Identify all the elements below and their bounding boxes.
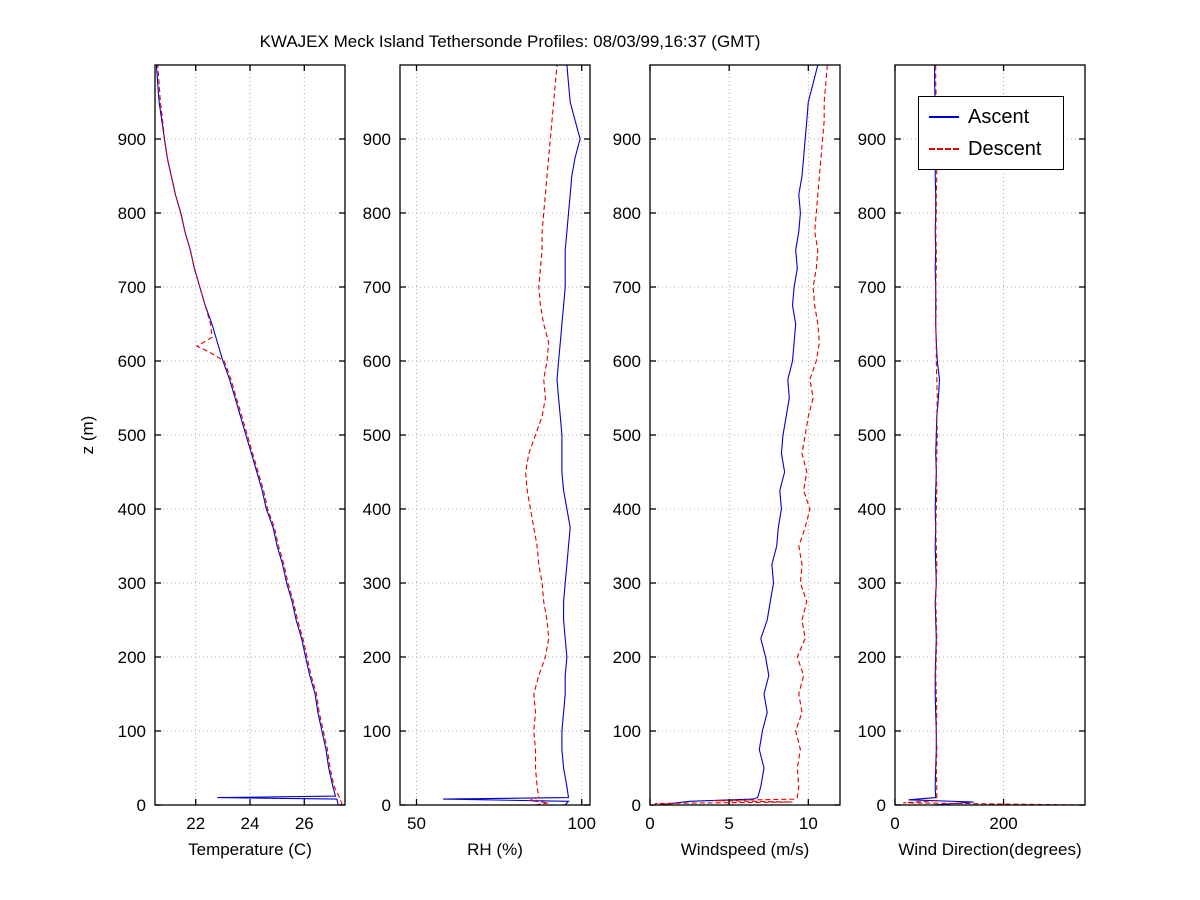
series-ascent-line xyxy=(657,65,819,805)
subplot-2: 0 5 100100200300400500600700800900Windspee… xyxy=(613,64,841,859)
svg-text:0: 0 xyxy=(877,796,886,815)
svg-text:5: 5 xyxy=(724,814,733,833)
subplot-1: 50 100 0 100 200 300 400 500 600 700 800 900 RH (%) xyxy=(363,64,596,859)
tick-labels: 0 200 0 100 200 300 400 500 600 700 800 900 xyxy=(858,130,1018,833)
legend-item-descent: Descent xyxy=(929,138,1053,161)
svg-text:200: 200 xyxy=(363,648,391,667)
svg-text:400: 400 xyxy=(613,500,641,519)
xlabel-1: RH (%) xyxy=(467,840,523,859)
svg-text:700: 700 xyxy=(613,278,641,297)
svg-text:800: 800 xyxy=(858,204,886,223)
svg-text:200: 200 xyxy=(989,814,1017,833)
svg-text:700: 700 xyxy=(118,278,146,297)
series-descent-line xyxy=(157,65,343,805)
svg-text:600: 600 xyxy=(858,352,886,371)
svg-text:400: 400 xyxy=(363,500,391,519)
grid xyxy=(155,65,345,805)
legend-label-descent: Descent xyxy=(968,137,1042,160)
svg-text:500: 500 xyxy=(363,426,391,445)
svg-text:900: 900 xyxy=(363,130,391,149)
grid xyxy=(400,65,590,805)
svg-text:700: 700 xyxy=(363,278,391,297)
ylabel: z (m) xyxy=(78,416,97,455)
svg-text:400: 400 xyxy=(118,500,146,519)
svg-text:900: 900 xyxy=(118,130,146,149)
tick-labels: 50 100 0 100 200 300 400 500 600 700 800 900 xyxy=(363,130,596,833)
xlabel-3: Wind Direction(degrees) xyxy=(898,840,1081,859)
tick-marks xyxy=(400,65,590,806)
svg-text:600: 600 xyxy=(363,352,391,371)
svg-text:300: 300 xyxy=(858,574,886,593)
svg-text:0: 0 xyxy=(890,814,899,833)
svg-text:10: 10 xyxy=(799,814,818,833)
svg-text:600: 600 xyxy=(118,352,146,371)
tick-marks xyxy=(155,65,345,806)
svg-text:500: 500 xyxy=(613,426,641,445)
chart-title: KWAJEX Meck Island Tethersonde Profiles:… xyxy=(259,32,761,51)
series-ascent-line xyxy=(908,65,974,805)
svg-text:500: 500 xyxy=(118,426,146,445)
tick-labels: 22 24 26 0 100 200 300 400 500 600 700 800 900 xyxy=(118,130,314,833)
tick-marks xyxy=(894,65,1085,806)
grid xyxy=(895,65,1085,805)
series-descent-line xyxy=(525,65,558,805)
svg-text:24: 24 xyxy=(241,814,260,833)
svg-text:400: 400 xyxy=(858,500,886,519)
svg-text:100: 100 xyxy=(858,722,886,741)
svg-text:300: 300 xyxy=(118,574,146,593)
legend-label-ascent: Ascent xyxy=(968,105,1030,128)
svg-text:0: 0 xyxy=(137,796,146,815)
svg-text:50: 50 xyxy=(407,814,426,833)
svg-text:500: 500 xyxy=(858,426,886,445)
svg-text:200: 200 xyxy=(613,648,641,667)
svg-text:800: 800 xyxy=(118,204,146,223)
legend: Ascent Descent xyxy=(918,96,1064,170)
xlabel-0: Temperature (C) xyxy=(188,840,312,859)
svg-text:900: 900 xyxy=(858,130,886,149)
svg-text:100: 100 xyxy=(613,722,641,741)
svg-text:22: 22 xyxy=(186,814,205,833)
series-ascent-line xyxy=(155,65,339,805)
svg-text:900: 900 xyxy=(613,130,641,149)
descent-line-sample-icon xyxy=(929,148,959,150)
svg-text:100: 100 xyxy=(568,814,596,833)
svg-text:0: 0 xyxy=(632,796,641,815)
svg-text:200: 200 xyxy=(118,648,146,667)
series-descent-line xyxy=(654,65,828,805)
xlabel-2: Windspeed (m/s) xyxy=(681,840,809,859)
svg-text:700: 700 xyxy=(858,278,886,297)
legend-item-ascent: Ascent xyxy=(929,106,1053,129)
svg-text:0: 0 xyxy=(382,796,391,815)
svg-text:800: 800 xyxy=(363,204,391,223)
svg-text:100: 100 xyxy=(363,722,391,741)
series-descent-line xyxy=(903,65,1083,805)
svg-text:600: 600 xyxy=(613,352,641,371)
svg-text:300: 300 xyxy=(613,574,641,593)
subplot-3: 0 200 0 100 200 300 400 500 600 700 800 900 Wind Dir… xyxy=(858,64,1086,859)
svg-text:26: 26 xyxy=(295,814,314,833)
subplot-0: 22 24 26 0 100 200 300 400 500 600 700 800 900 Temper… xyxy=(118,64,346,859)
ascent-line-sample-icon xyxy=(929,116,959,118)
svg-text:0: 0 xyxy=(645,814,654,833)
svg-text:800: 800 xyxy=(613,204,641,223)
grid xyxy=(650,65,840,805)
svg-text:300: 300 xyxy=(363,574,391,593)
tick-marks xyxy=(649,65,840,806)
svg-text:100: 100 xyxy=(118,722,146,741)
svg-text:200: 200 xyxy=(858,648,886,667)
series-ascent-line xyxy=(442,65,581,805)
